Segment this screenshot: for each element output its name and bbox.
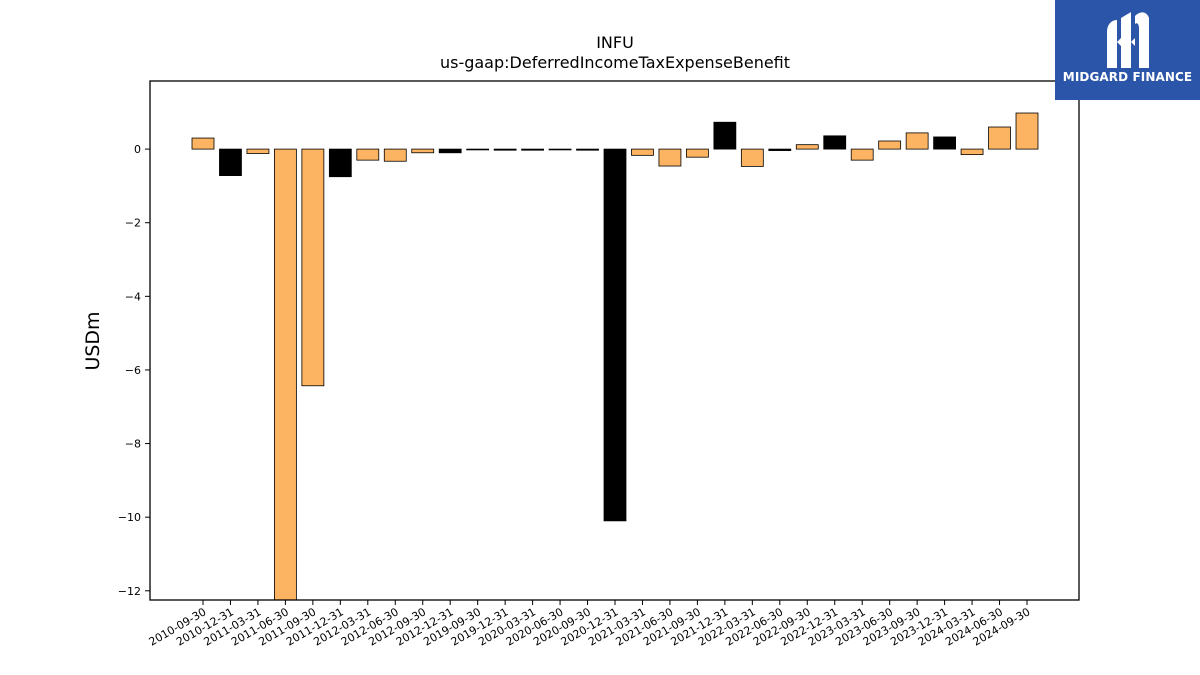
- bar-2011-12-31: [328, 148, 352, 178]
- bar-2011-09-30: [301, 148, 325, 387]
- bar-2023-09-30: [905, 132, 929, 150]
- bar-2012-03-31: [356, 148, 380, 161]
- y-tick-label: −10: [118, 511, 141, 524]
- y-axis-label: USDm: [82, 311, 104, 370]
- y-tick-label: −8: [125, 438, 141, 451]
- bar-2012-09-30: [411, 148, 435, 154]
- bar-2023-12-31: [933, 136, 956, 150]
- bar-2012-12-31: [438, 148, 462, 154]
- bar-2022-06-30: [768, 148, 792, 151]
- bar-2020-12-31: [603, 148, 627, 522]
- bar-2024-09-30: [1015, 112, 1039, 150]
- plot-frame: [149, 80, 1080, 601]
- bars-group: [191, 112, 1039, 601]
- bar-2019-09-30: [466, 148, 490, 151]
- bar-2021-09-30: [686, 148, 709, 158]
- bar-2021-12-31: [713, 121, 737, 150]
- bar-2021-03-31: [631, 148, 654, 156]
- bar-2022-12-31: [823, 135, 847, 150]
- bar-2021-06-30: [658, 148, 682, 167]
- y-tick-label: −6: [125, 364, 141, 377]
- bar-2011-03-31: [246, 148, 270, 154]
- x-axis-ticks: 2010-09-302010-12-312011-03-312011-06-30…: [147, 600, 1033, 649]
- bar-2022-03-31: [740, 148, 764, 167]
- y-tick-label: −12: [118, 585, 141, 598]
- bar-2020-06-30: [548, 148, 572, 151]
- chart-subtitle: us-gaap:DeferredIncomeTaxExpenseBenefit: [440, 53, 790, 72]
- y-tick-label: −4: [125, 290, 141, 303]
- bar-2010-09-30: [191, 137, 215, 150]
- bar-2019-12-31: [493, 148, 517, 151]
- bar-2011-06-30: [274, 148, 297, 601]
- bar-2012-06-30: [383, 148, 407, 162]
- y-axis-ticks: 0 −2 −4 −6 −8 −10 −12: [118, 143, 150, 598]
- bar-2024-03-31: [960, 148, 984, 156]
- brand-logo: MIDGARD FINANCE: [1055, 0, 1200, 100]
- chart-title: INFU: [596, 33, 634, 52]
- bar-2023-03-31: [850, 148, 874, 161]
- bar-2022-09-30: [795, 144, 819, 150]
- bar-2020-09-30: [576, 148, 599, 151]
- bar-2023-06-30: [878, 140, 902, 150]
- bar-2010-12-31: [219, 148, 242, 176]
- y-tick-label: −2: [125, 217, 141, 230]
- brand-name: MIDGARD FINANCE: [1062, 70, 1193, 84]
- bar-2020-03-31: [521, 148, 544, 151]
- y-tick-label: 0: [134, 143, 141, 156]
- bar-2024-06-30: [988, 126, 1011, 150]
- midgard-logo-icon: [1107, 12, 1149, 68]
